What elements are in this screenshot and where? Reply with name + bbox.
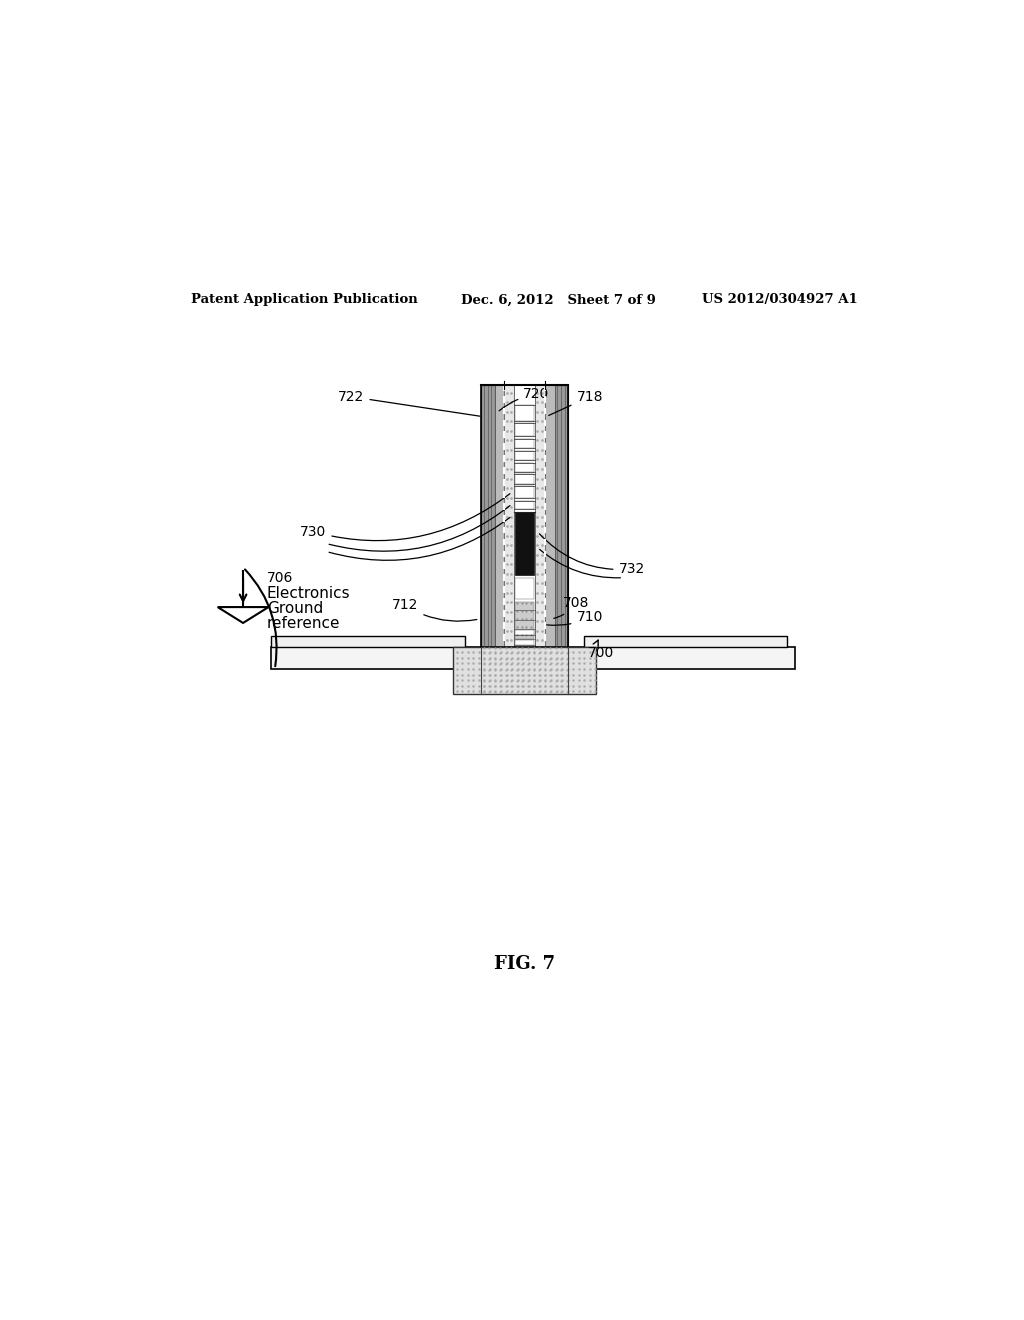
Bar [515, 462, 535, 473]
Bar [481, 385, 495, 647]
Text: Patent Application Publication: Patent Application Publication [191, 293, 418, 306]
Text: reference: reference [267, 615, 340, 631]
Bar [536, 385, 546, 647]
Text: 706: 706 [267, 572, 293, 586]
Text: Electronics: Electronics [267, 586, 350, 601]
Bar [481, 647, 568, 694]
Bar [546, 385, 555, 647]
Bar [481, 647, 495, 694]
Text: 730: 730 [300, 494, 510, 541]
Bar [515, 512, 535, 576]
Text: 732: 732 [540, 533, 645, 576]
Text: 708: 708 [554, 597, 589, 618]
Bar [515, 474, 535, 484]
Text: 710: 710 [547, 610, 603, 626]
Bar [515, 500, 535, 510]
Text: 722: 722 [338, 389, 480, 416]
Text: 700: 700 [588, 640, 614, 660]
Bar [515, 450, 535, 461]
Text: FIG. 7: FIG. 7 [495, 956, 555, 973]
Text: US 2012/0304927 A1: US 2012/0304927 A1 [702, 293, 858, 306]
Bar [515, 630, 535, 635]
Bar [585, 636, 786, 647]
Bar [514, 385, 536, 647]
Text: 712: 712 [392, 598, 477, 622]
Bar [504, 385, 514, 647]
Bar [495, 385, 504, 647]
Bar [515, 640, 535, 645]
Bar [270, 647, 795, 669]
Text: 720: 720 [499, 387, 550, 411]
Bar [515, 602, 535, 639]
Bar [270, 636, 465, 647]
Bar [515, 578, 535, 599]
Bar [515, 405, 535, 421]
Bar [555, 647, 568, 694]
Bar [515, 487, 535, 499]
Text: Dec. 6, 2012   Sheet 7 of 9: Dec. 6, 2012 Sheet 7 of 9 [461, 293, 656, 306]
Bar [454, 647, 596, 694]
Bar [515, 422, 535, 437]
Text: Ground: Ground [267, 601, 324, 615]
Bar [555, 385, 568, 647]
Text: 718: 718 [549, 389, 603, 416]
Bar [515, 438, 535, 449]
